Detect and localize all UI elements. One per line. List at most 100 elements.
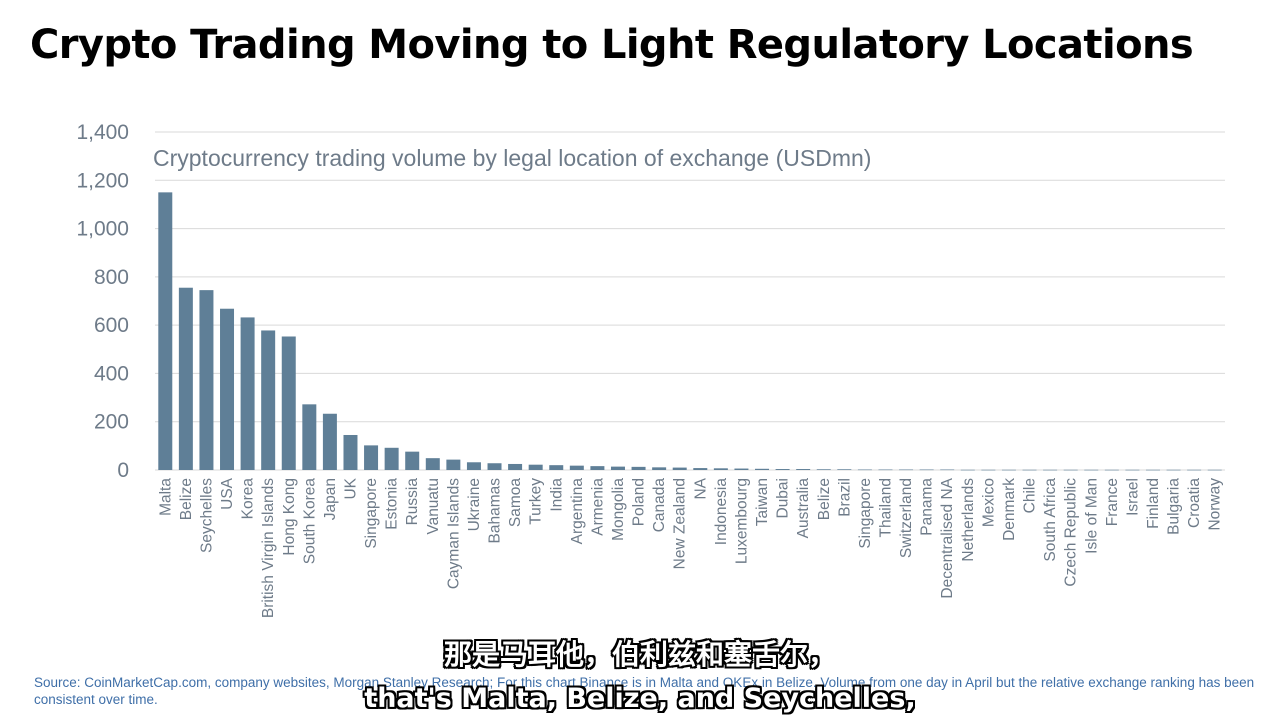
y-tick-label: 1,400: [76, 121, 129, 144]
bar-hong-kong: [281, 336, 296, 470]
bar-luxembourg: [734, 468, 749, 470]
bar-belize: [816, 469, 831, 470]
x-tick-label: Mexico: [980, 478, 997, 527]
bar-chile: [1022, 469, 1037, 471]
x-tick-label: Norway: [1207, 478, 1224, 531]
bar-samoa: [508, 463, 523, 470]
bar-indonesia: [713, 468, 728, 470]
x-axis-tick-labels: Malta Belize Seychelles USA Korea British Vir…: [157, 477, 1223, 618]
bar-thailand: [878, 469, 893, 471]
x-tick-label: Japan: [322, 478, 339, 520]
bar-estonia: [384, 447, 399, 470]
x-tick-label: South Africa: [1042, 478, 1059, 562]
x-tick-label: Dubai: [775, 478, 792, 519]
x-tick-label: Russia: [404, 478, 421, 526]
x-tick-label: Vanuatu: [425, 478, 442, 535]
x-tick-label: Luxembourg: [733, 478, 750, 564]
bar-mongolia: [610, 466, 625, 470]
subtitle-english: that's Malta, Belize, and Seychelles,: [364, 683, 916, 714]
x-tick-label: Indonesia: [713, 478, 730, 546]
bar-israel: [1125, 469, 1140, 471]
bars: [158, 192, 1222, 471]
bar-ukraine: [466, 462, 481, 470]
x-tick-label: Australia: [795, 478, 812, 539]
x-tick-label: Mongolia: [610, 478, 627, 541]
bar-new-zealand: [672, 467, 687, 470]
bar-mexico: [981, 469, 996, 471]
bar-taiwan: [755, 468, 770, 470]
x-tick-label: Bulgaria: [1166, 478, 1183, 535]
bar-croatia: [1187, 469, 1202, 471]
bar-vanuatu: [425, 458, 440, 470]
subtitle-chinese: 那是马耳他，伯利兹和塞舌尔，: [443, 638, 836, 671]
x-tick-label: Estonia: [384, 478, 401, 530]
y-tick-label: 200: [94, 411, 129, 434]
x-tick-label: Ukraine: [466, 478, 483, 531]
x-tick-label: Singapore: [363, 478, 380, 549]
bar-south-korea: [302, 404, 317, 470]
x-tick-label: Belize: [816, 478, 833, 520]
bar-dubai: [775, 469, 790, 470]
y-tick-label: 800: [94, 266, 129, 289]
x-tick-label: Isle of Man: [1083, 478, 1100, 554]
bar-india: [549, 465, 564, 470]
bar-na: [693, 468, 708, 470]
x-tick-label: Thailand: [877, 478, 894, 537]
y-tick-label: 400: [94, 362, 129, 385]
bar-uk: [343, 434, 358, 470]
x-tick-label: Canada: [651, 478, 668, 533]
x-tick-label: Korea: [240, 478, 257, 520]
bar-argentina: [569, 465, 584, 470]
bar-brazil: [837, 469, 852, 470]
x-tick-label: British Virgin Islands: [260, 478, 277, 618]
bar-british-virgin-islands: [261, 330, 276, 470]
x-tick-label: Israel: [1124, 478, 1141, 516]
bar-canada: [652, 467, 667, 470]
source-note: Source: CoinMarketCap.com, company websi…: [34, 675, 1255, 707]
x-tick-label: UK: [342, 477, 359, 499]
slide-title: Crypto Trading Moving to Light Regulator…: [30, 22, 1194, 68]
x-tick-label: Hong Kong: [281, 478, 298, 556]
x-tick-label: France: [1104, 478, 1121, 526]
bar-singapore: [857, 469, 872, 471]
x-tick-label: Taiwan: [754, 478, 771, 526]
x-tick-label: South Korea: [301, 478, 318, 565]
x-tick-label: Switzerland: [898, 478, 915, 558]
bar-singapore: [364, 445, 379, 470]
bar-poland: [631, 466, 646, 470]
bar-netherlands: [960, 469, 975, 471]
x-tick-label: NA: [692, 477, 709, 499]
bar-australia: [796, 469, 811, 470]
x-tick-label: India: [548, 478, 565, 512]
bar-france: [1104, 469, 1119, 471]
y-tick-label: 0: [117, 459, 129, 482]
y-axis-tick-labels: 0 200 400 600 800 1,000 1,200 1,400: [76, 121, 129, 482]
bar-norway: [1207, 469, 1222, 471]
bar-armenia: [590, 466, 605, 470]
x-tick-label: Czech Republic: [1063, 478, 1080, 587]
bar-denmark: [1001, 469, 1016, 471]
bar-malta: [158, 192, 173, 470]
bar-decentralised-na: [940, 469, 955, 471]
bar-korea: [240, 317, 255, 470]
bar-usa: [220, 308, 235, 470]
x-tick-label: Netherlands: [960, 478, 977, 562]
x-tick-label: Seychelles: [198, 478, 215, 553]
x-tick-label: Argentina: [569, 478, 586, 545]
x-tick-label: Croatia: [1186, 478, 1203, 528]
x-tick-label: Brazil: [836, 478, 853, 517]
x-tick-label: Finland: [1145, 478, 1162, 529]
x-tick-label: Cayman Islands: [445, 478, 462, 589]
bar-switzerland: [899, 469, 914, 471]
bar-finland: [1145, 469, 1160, 471]
bar-czech-republic: [1063, 469, 1078, 471]
x-tick-label: Chile: [1022, 478, 1039, 513]
x-tick-label: Samoa: [507, 478, 524, 527]
x-tick-label: Poland: [631, 478, 648, 526]
bar-isle-of-man: [1084, 469, 1099, 471]
x-tick-label: Belize: [178, 478, 195, 520]
bar-bulgaria: [1166, 469, 1181, 471]
y-tick-label: 600: [94, 314, 129, 337]
bar-seychelles: [199, 290, 214, 470]
